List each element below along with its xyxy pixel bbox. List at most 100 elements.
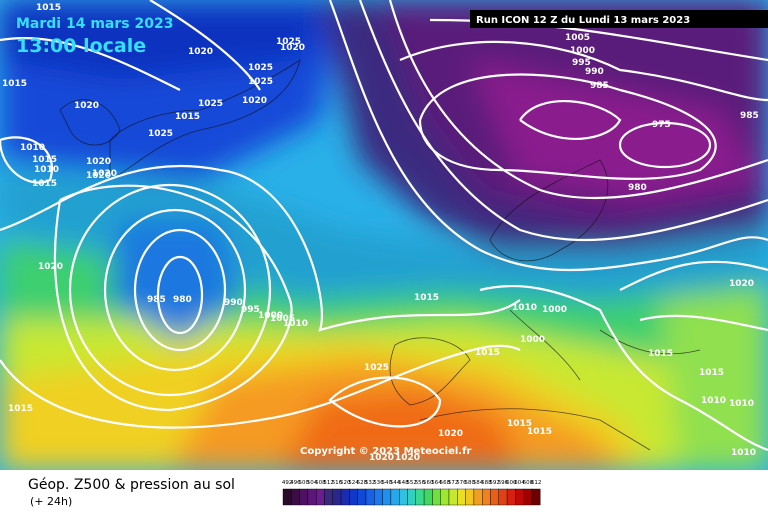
- scale-label: 556: [415, 480, 426, 486]
- scale-swatch: [515, 488, 524, 506]
- scale-swatch: [506, 488, 516, 506]
- scale-swatch: [390, 488, 400, 506]
- isobar-label: 980: [628, 183, 647, 193]
- scale-label: 496: [290, 480, 301, 486]
- copyright: Copyright © 2023 Meteociel.fr: [300, 446, 471, 457]
- time: 13:00 locale: [16, 35, 146, 57]
- scale-label: 588: [481, 480, 492, 486]
- legend-subtitle: (+ 24h): [30, 495, 72, 508]
- isobar-label: 985: [590, 81, 609, 91]
- scale-label: 584: [473, 480, 484, 486]
- scale-swatch: [473, 488, 483, 506]
- scale-label: 572: [448, 480, 459, 486]
- scale-swatch: [531, 488, 541, 506]
- isobar-label: 1015: [8, 404, 33, 414]
- isobar-label: 1000: [542, 305, 567, 315]
- isobar-label: 1025: [148, 129, 173, 139]
- isobar-label: 990: [585, 67, 604, 77]
- isobar-label: 1020: [86, 157, 111, 167]
- scale-swatch: [365, 488, 375, 506]
- isobar-label: 1020: [92, 169, 117, 179]
- scale-swatch: [448, 488, 458, 506]
- isobar-label: 1020: [188, 47, 213, 57]
- scale-swatch: [282, 488, 292, 506]
- scale-label: 560: [423, 480, 434, 486]
- scale-label: 596: [498, 480, 509, 486]
- scale-label: 528: [357, 480, 368, 486]
- isobar-label: 1015: [475, 348, 500, 358]
- scale-swatch: [498, 488, 508, 506]
- scale-swatch: [415, 488, 425, 506]
- isobar-label: 995: [572, 58, 591, 68]
- isobar-label: 1025: [248, 77, 273, 87]
- isobar-label: 1010: [729, 399, 754, 409]
- scale-swatch: [399, 488, 408, 506]
- legend-title: Géop. Z500 & pression au sol: [28, 477, 235, 493]
- scale-swatch: [457, 488, 466, 506]
- isobar-label: 1015: [2, 79, 27, 89]
- isobar-label: 1020: [395, 453, 420, 463]
- isobar-label: 1000: [520, 335, 545, 345]
- scale-label: 564: [431, 480, 442, 486]
- isobar-label: 1015: [414, 293, 439, 303]
- scale-swatch: [307, 488, 317, 506]
- isobar-label: 1015: [32, 155, 57, 165]
- run-box: [470, 10, 768, 28]
- isobar-label: 1020: [86, 171, 111, 181]
- isobar-label: 985: [740, 111, 759, 121]
- scale-swatch: [465, 488, 475, 506]
- scale-swatch: [291, 488, 300, 506]
- isobar-label: 1020: [438, 429, 463, 439]
- scale-swatch: [482, 488, 491, 506]
- scale-label: 552: [406, 480, 417, 486]
- isobar-label: 1010: [731, 448, 756, 458]
- isobar-label: 1020: [242, 96, 267, 106]
- isobar-label: 1015: [175, 112, 200, 122]
- scale-label: 576: [456, 480, 467, 486]
- scale-label: 580: [465, 480, 476, 486]
- isobar-label: 1015: [699, 368, 724, 378]
- scale-label: 512: [323, 480, 334, 486]
- scale-swatch: [382, 488, 392, 506]
- scale-label: 508: [315, 480, 326, 486]
- isobar-label: 985: [147, 295, 166, 305]
- scale-label: 536: [373, 480, 384, 486]
- scale-swatch: [340, 488, 350, 506]
- isobar-label: 995: [241, 305, 260, 315]
- isobars: [0, 0, 768, 452]
- scale-label: 520: [340, 480, 351, 486]
- scale-label: 600: [506, 480, 517, 486]
- scale-label: 504: [307, 480, 318, 486]
- scale-swatch: [324, 488, 334, 506]
- run-info: Run ICON 12 Z du Lundi 13 mars 2023: [476, 15, 690, 26]
- scale-swatch: [432, 488, 441, 506]
- scale-swatch: [332, 488, 342, 506]
- isobar-label: 990: [224, 298, 243, 308]
- scale-swatch: [299, 488, 309, 506]
- isobar-label: 1010: [283, 319, 308, 329]
- scale-swatch: [423, 488, 433, 506]
- isobar-label: 1015: [36, 3, 61, 13]
- isobar-label: 1020: [38, 262, 63, 272]
- isobar-label: 1025: [364, 363, 389, 373]
- scale-swatch: [490, 488, 500, 506]
- isobar-label: 1005: [270, 314, 295, 324]
- scale-label: 592: [489, 480, 500, 486]
- isobar-label: 975: [652, 120, 671, 130]
- isobar-label: 1015: [648, 349, 673, 359]
- scale-label: 540: [382, 480, 393, 486]
- color-scale: 4924965005045085125165205245285325365405…: [282, 480, 541, 506]
- isobar-label: 1010: [34, 165, 59, 175]
- isobar-label: 980: [173, 295, 192, 305]
- date: Mardi 14 mars 2023: [16, 16, 173, 32]
- isobar-label: 1000: [570, 46, 595, 56]
- isobar-label: 1010: [20, 143, 45, 153]
- isobar-label: 1000: [258, 311, 283, 321]
- isobar-label: 1020: [729, 279, 754, 289]
- isobar-label: 1010: [701, 396, 726, 406]
- scale-label: 568: [440, 480, 451, 486]
- isobar-label: 1020: [74, 101, 99, 111]
